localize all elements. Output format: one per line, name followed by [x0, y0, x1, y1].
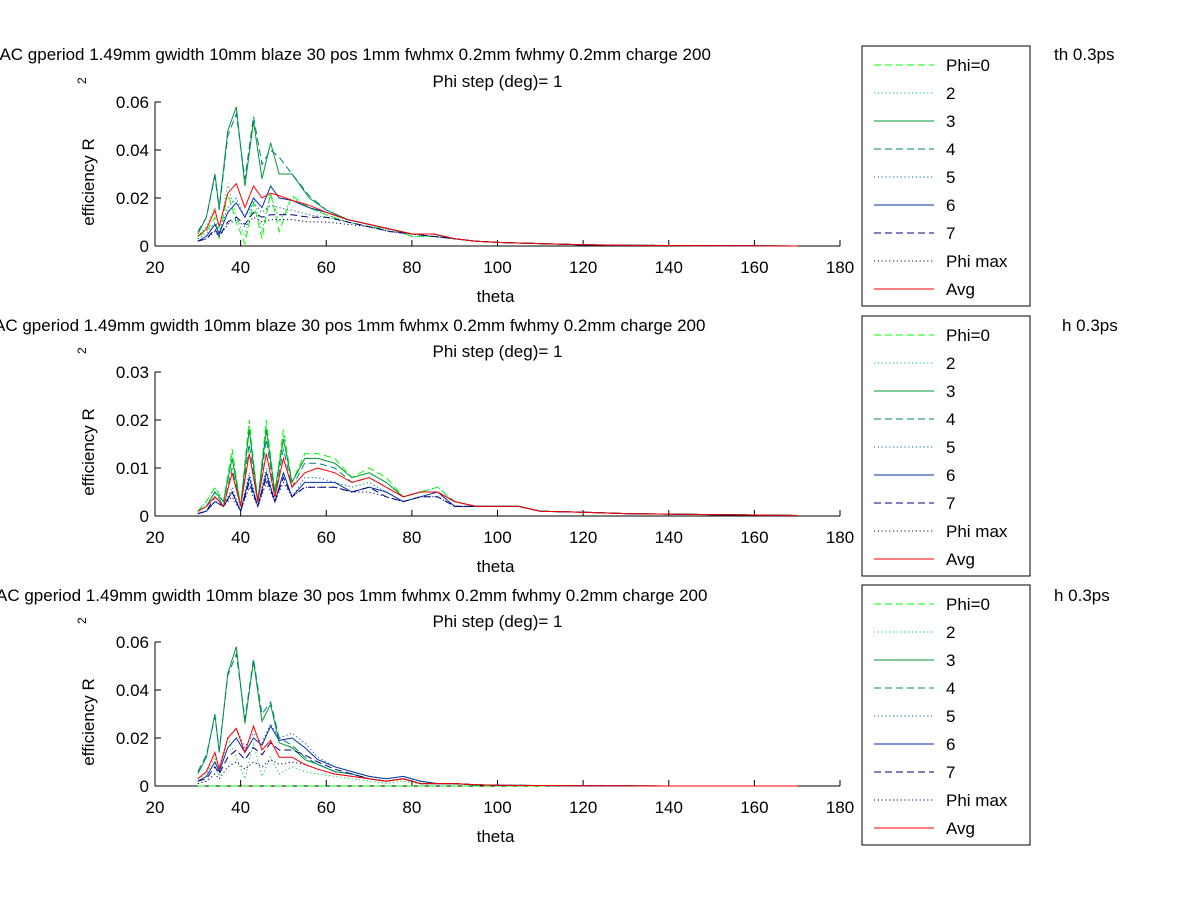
y-tick-label: 0.01 — [116, 459, 149, 478]
y-tick-label: 0.02 — [116, 411, 149, 430]
legend-label: Avg — [946, 550, 975, 569]
x-tick-label: 160 — [740, 528, 768, 547]
x-tick-label: 40 — [231, 798, 250, 817]
legend-label: Phi max — [946, 791, 1008, 810]
chart-title: AC gperiod 1.49mm gwidth 10mm blaze 30 p… — [0, 586, 707, 605]
x-tick-label: 140 — [655, 528, 683, 547]
legend-label: 4 — [946, 410, 955, 429]
x-axis-label: theta — [477, 557, 515, 576]
legend-label: 3 — [946, 112, 955, 131]
legend-label: 3 — [946, 382, 955, 401]
legend-label: 7 — [946, 763, 955, 782]
y-tick-label: 0.04 — [116, 141, 149, 160]
x-tick-label: 20 — [146, 528, 165, 547]
x-tick-label: 100 — [483, 798, 511, 817]
chart-subtitle: Phi step (deg)= 1 — [433, 72, 563, 91]
x-tick-label: 140 — [655, 258, 683, 277]
legend-label: 4 — [946, 140, 955, 159]
chart-title: LAC gperiod 1.49mm gwidth 10mm blaze 30 … — [0, 45, 711, 64]
legend-label: 5 — [946, 707, 955, 726]
legend-label: 2 — [946, 623, 955, 642]
chart-subtitle: Phi step (deg)= 1 — [433, 342, 563, 361]
y-tick-label: 0.02 — [116, 189, 149, 208]
y-tick-label: 0 — [140, 777, 149, 796]
x-tick-label: 20 — [146, 798, 165, 817]
chart-title-tail: h 0.3ps — [1062, 316, 1118, 335]
series-line-9 — [197, 724, 798, 787]
series-line-5 — [197, 197, 798, 247]
legend-label: 5 — [946, 168, 955, 187]
y-tick-label: 0.04 — [116, 681, 149, 700]
y-axis-label: efficiency R — [79, 678, 98, 766]
chart-title-tail: h 0.3ps — [1054, 586, 1110, 605]
x-tick-label: 80 — [402, 528, 421, 547]
x-tick-label: 120 — [569, 798, 597, 817]
x-tick-label: 180 — [826, 528, 854, 547]
legend-label: Phi max — [946, 252, 1008, 271]
chart-panel-3: AC gperiod 1.49mm gwidth 10mm blaze 30 p… — [0, 584, 1110, 846]
x-tick-label: 20 — [146, 258, 165, 277]
legend-label: Phi max — [946, 522, 1008, 541]
legend-label: Avg — [946, 280, 975, 299]
x-tick-label: 40 — [231, 258, 250, 277]
y-tick-label: 0.06 — [116, 633, 149, 652]
series-line-8 — [197, 481, 798, 516]
y-tick-label: 0.06 — [116, 93, 149, 112]
legend-label: 2 — [946, 84, 955, 103]
legend-box — [861, 584, 1031, 846]
x-axis-label: theta — [477, 287, 515, 306]
y-axis-label: efficiency R — [79, 408, 98, 496]
x-tick-label: 40 — [231, 528, 250, 547]
legend-label: 2 — [946, 354, 955, 373]
y-axis-label-superscript: 2 — [75, 347, 89, 354]
x-tick-label: 160 — [740, 258, 768, 277]
legend-label: 7 — [946, 494, 955, 513]
legend-label: Avg — [946, 819, 975, 838]
x-tick-label: 120 — [569, 258, 597, 277]
series-line-1 — [197, 419, 798, 516]
legend-label: 5 — [946, 438, 955, 457]
legend-label: Phi=0 — [946, 326, 990, 345]
y-tick-label: 0 — [140, 237, 149, 256]
y-axis-label-superscript: 2 — [75, 77, 89, 84]
x-tick-label: 120 — [569, 528, 597, 547]
x-tick-label: 60 — [317, 258, 336, 277]
x-tick-label: 60 — [317, 798, 336, 817]
x-tick-label: 160 — [740, 798, 768, 817]
x-tick-label: 100 — [483, 528, 511, 547]
chart-title: AC gperiod 1.49mm gwidth 10mm blaze 30 p… — [0, 316, 705, 335]
x-tick-label: 60 — [317, 528, 336, 547]
y-axis-label: efficiency R — [79, 138, 98, 226]
legend-label: 3 — [946, 651, 955, 670]
x-tick-label: 180 — [826, 258, 854, 277]
x-axis-label: theta — [477, 827, 515, 846]
legend-label: Phi=0 — [946, 56, 990, 75]
legend-label: 7 — [946, 224, 955, 243]
legend-box — [861, 45, 1031, 307]
x-tick-label: 100 — [483, 258, 511, 277]
legend-label: 6 — [946, 735, 955, 754]
legend-label: Phi=0 — [946, 595, 990, 614]
legend-label: 6 — [946, 466, 955, 485]
x-tick-label: 140 — [655, 798, 683, 817]
legend-box — [861, 315, 1031, 577]
x-tick-label: 80 — [402, 258, 421, 277]
legend-label: 6 — [946, 196, 955, 215]
y-axis-label-superscript: 2 — [75, 617, 89, 624]
chart-panel-2: AC gperiod 1.49mm gwidth 10mm blaze 30 p… — [0, 315, 1118, 577]
chart-subtitle: Phi step (deg)= 1 — [433, 612, 563, 631]
series-line-9 — [197, 182, 798, 247]
series-line-9 — [197, 453, 798, 516]
x-tick-label: 180 — [826, 798, 854, 817]
chart-title-tail: th 0.3ps — [1054, 45, 1115, 64]
chart-panel-1: LAC gperiod 1.49mm gwidth 10mm blaze 30 … — [0, 45, 1115, 307]
y-tick-label: 0 — [140, 507, 149, 526]
y-tick-label: 0.02 — [116, 729, 149, 748]
legend-label: 4 — [946, 679, 955, 698]
x-tick-label: 80 — [402, 798, 421, 817]
y-tick-label: 0.03 — [116, 363, 149, 382]
series-line-7 — [197, 742, 798, 787]
